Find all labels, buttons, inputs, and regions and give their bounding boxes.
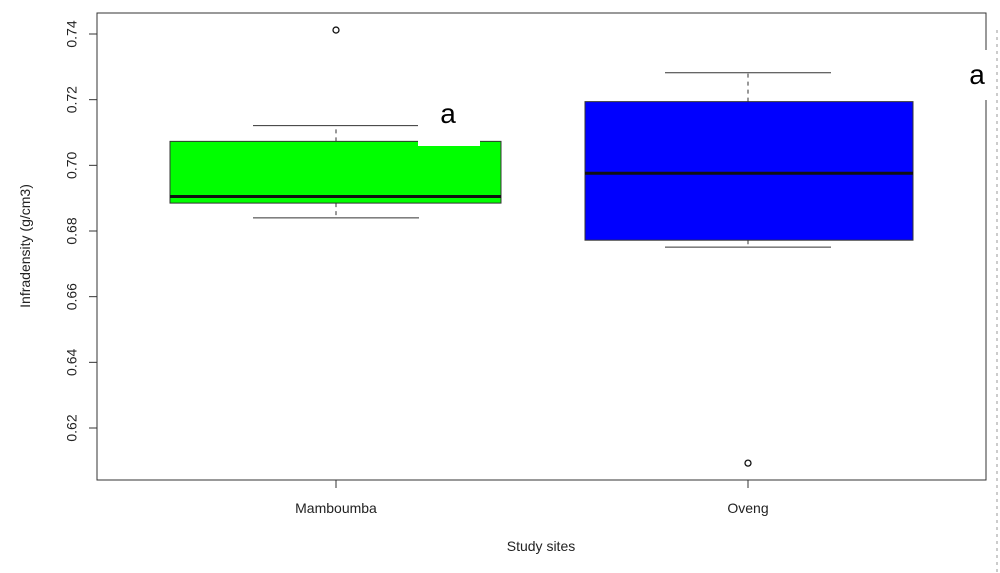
outlier-point (332, 26, 340, 34)
plot-frame (96, 12, 987, 481)
x-tick-label: Oveng (727, 500, 768, 516)
y-axis: 0.62 0.64 0.66 0.68 0.70 0.72 0.74 (64, 20, 97, 442)
y-axis-label: Infradensity (g/cm3) (17, 184, 33, 308)
y-tick-label: 0.68 (64, 217, 80, 244)
y-tick-label: 0.70 (64, 151, 80, 178)
box-mamboumba: a (169, 26, 502, 219)
y-tick-label: 0.74 (64, 20, 80, 47)
letter-background (418, 95, 480, 146)
x-tick-label: Mamboumba (295, 500, 377, 516)
y-tick-label: 0.64 (64, 348, 80, 375)
boxes: aa (169, 26, 996, 467)
x-axis: Mamboumba Oveng (295, 480, 769, 516)
box-body (584, 101, 914, 241)
box-oveng: a (584, 50, 996, 467)
y-tick-label: 0.66 (64, 283, 80, 310)
significance-letter: a (969, 59, 985, 90)
outlier-point (744, 459, 752, 467)
x-axis-label: Study sites (507, 538, 575, 554)
significance-letter: a (440, 98, 456, 129)
y-tick-label: 0.72 (64, 86, 80, 113)
box-body (169, 140, 502, 204)
y-tick-label: 0.62 (64, 414, 80, 441)
letter-background (962, 50, 996, 100)
